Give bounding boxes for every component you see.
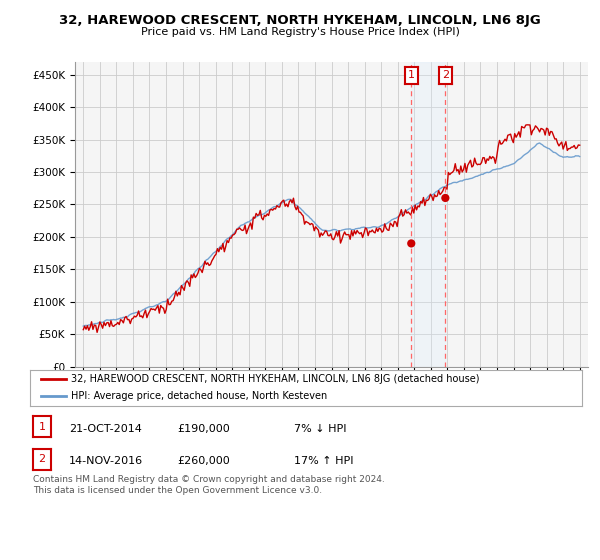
Text: 2: 2 — [38, 454, 46, 464]
Text: HPI: Average price, detached house, North Kesteven: HPI: Average price, detached house, Nort… — [71, 391, 328, 401]
Text: 32, HAREWOOD CRESCENT, NORTH HYKEHAM, LINCOLN, LN6 8JG: 32, HAREWOOD CRESCENT, NORTH HYKEHAM, LI… — [59, 14, 541, 27]
Text: 1: 1 — [38, 422, 46, 432]
Text: Price paid vs. HM Land Registry's House Price Index (HPI): Price paid vs. HM Land Registry's House … — [140, 27, 460, 37]
Text: 32, HAREWOOD CRESCENT, NORTH HYKEHAM, LINCOLN, LN6 8JG (detached house): 32, HAREWOOD CRESCENT, NORTH HYKEHAM, LI… — [71, 375, 480, 384]
Text: £190,000: £190,000 — [177, 424, 230, 434]
Text: £260,000: £260,000 — [177, 456, 230, 466]
Point — [440, 194, 450, 203]
Text: 7% ↓ HPI: 7% ↓ HPI — [294, 424, 347, 434]
Text: 2: 2 — [442, 71, 449, 80]
Text: 21-OCT-2014: 21-OCT-2014 — [69, 424, 142, 434]
Text: 1: 1 — [408, 71, 415, 80]
Text: 14-NOV-2016: 14-NOV-2016 — [69, 456, 143, 466]
Text: Contains HM Land Registry data © Crown copyright and database right 2024.
This d: Contains HM Land Registry data © Crown c… — [33, 475, 385, 495]
Point — [406, 239, 416, 248]
Text: 17% ↑ HPI: 17% ↑ HPI — [294, 456, 353, 466]
Bar — [411, 62, 445, 367]
